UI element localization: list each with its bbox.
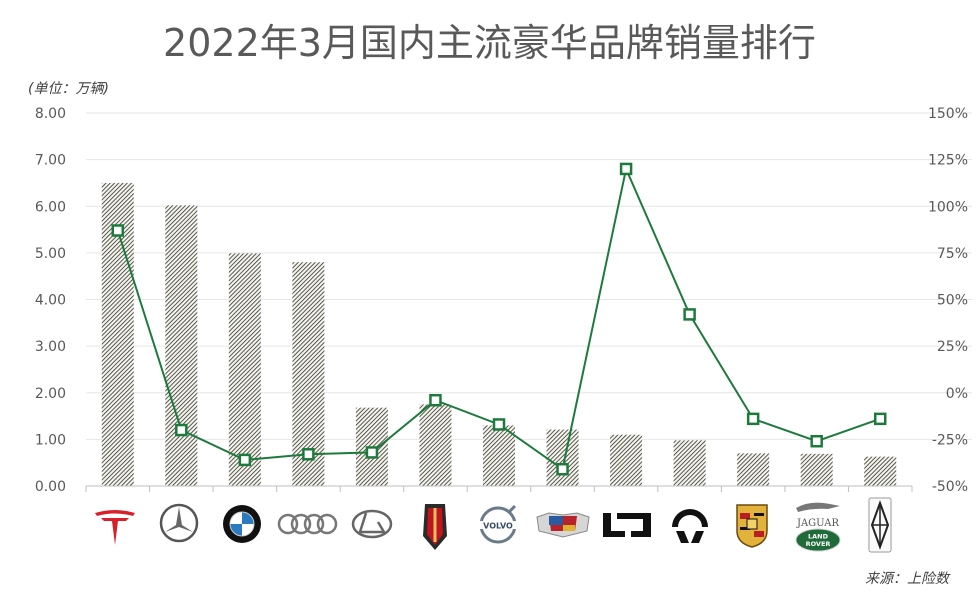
lixiang-logo bbox=[603, 513, 651, 537]
mercedes-logo bbox=[159, 503, 199, 543]
right-tick-label: 25% bbox=[937, 339, 968, 355]
volvo-logo: VOLVO bbox=[478, 504, 518, 544]
right-tick-label: 50% bbox=[937, 293, 968, 309]
landrover-logo-text-1: LAND bbox=[808, 533, 829, 541]
bar-jaguar-landrover bbox=[800, 453, 833, 486]
right-tick-label: 125% bbox=[928, 153, 968, 169]
line-series bbox=[111, 162, 887, 476]
bar-lixiang bbox=[610, 434, 643, 486]
left-tick-label: 4.00 bbox=[35, 293, 66, 309]
right-tick-label: -50% bbox=[932, 479, 968, 495]
growth-point-lincoln bbox=[873, 412, 887, 426]
right-tick-label: 0% bbox=[946, 386, 968, 402]
growth-point-nio bbox=[683, 308, 696, 321]
bar-nio bbox=[673, 440, 706, 486]
growth-point-jaguar-landrover bbox=[810, 434, 823, 448]
hongqi-logo bbox=[423, 504, 447, 550]
bar-bmw bbox=[228, 253, 261, 486]
bmw-logo bbox=[223, 505, 261, 543]
x-axis bbox=[85, 485, 913, 492]
growth-point-bmw bbox=[238, 453, 252, 467]
bar-porsche bbox=[737, 453, 770, 486]
growth-point-lixiang bbox=[619, 162, 633, 176]
cadillac-logo bbox=[536, 512, 590, 538]
bar-cadillac bbox=[546, 429, 579, 486]
growth-point-porsche bbox=[746, 412, 760, 426]
left-tick-label: 1.00 bbox=[35, 432, 66, 448]
growth-point-lexus bbox=[365, 446, 379, 459]
right-tick-label: 150% bbox=[928, 106, 968, 122]
left-tick-label: 6.00 bbox=[35, 199, 66, 215]
growth-point-mercedes bbox=[175, 423, 188, 437]
bar-volvo bbox=[483, 425, 515, 486]
right-tick-label: -25% bbox=[932, 432, 968, 448]
lincoln-logo bbox=[868, 497, 892, 553]
growth-point-audi bbox=[302, 448, 315, 461]
chart-title: 2022年3月国内主流豪华品牌销量排行 bbox=[163, 21, 816, 65]
left-tick-label: 2.00 bbox=[35, 386, 66, 402]
landrover-logo-text-2: ROVER bbox=[806, 540, 831, 548]
porsche-logo bbox=[736, 504, 768, 548]
bar-series bbox=[101, 182, 897, 486]
growth-point-volvo bbox=[492, 418, 506, 431]
volvo-logo-text: VOLVO bbox=[483, 522, 513, 531]
jaguar-logo-text: JAGUAR bbox=[796, 518, 840, 529]
nio-logo bbox=[672, 509, 708, 543]
growth-point-cadillac bbox=[556, 462, 569, 476]
unit-label: (单位：万辆) bbox=[28, 81, 109, 97]
left-tick-label: 7.00 bbox=[35, 153, 66, 169]
bar-lincoln bbox=[864, 456, 897, 486]
growth-point-hongqi bbox=[429, 393, 442, 407]
gridlines bbox=[86, 112, 972, 440]
left-tick-label: 0.00 bbox=[35, 479, 66, 495]
growth-point-tesla bbox=[111, 224, 125, 237]
bar-mercedes bbox=[165, 205, 198, 486]
left-tick-label: 8.00 bbox=[35, 106, 66, 122]
source-label: 来源：上险数 bbox=[865, 571, 949, 587]
lexus-logo bbox=[351, 509, 393, 539]
audi-logo bbox=[277, 513, 338, 535]
right-tick-label: 100% bbox=[928, 199, 968, 215]
bar-hongqi bbox=[419, 404, 452, 486]
left-tick-label: 5.00 bbox=[35, 246, 66, 262]
right-y-axis: -50% -25% 0% 25% 50% 75% 100% 125% 150% bbox=[928, 106, 968, 495]
left-y-axis: 0.00 1.00 2.00 3.00 4.00 5.00 6.00 7.00 8.00 bbox=[35, 106, 66, 495]
jaguar-landrover-logo: JAGUAR LAND ROVER bbox=[795, 502, 841, 552]
brand-logos: VOLVO J bbox=[95, 497, 892, 553]
right-tick-label: 75% bbox=[937, 246, 968, 262]
left-tick-label: 3.00 bbox=[35, 339, 66, 355]
tesla-logo bbox=[95, 510, 135, 545]
